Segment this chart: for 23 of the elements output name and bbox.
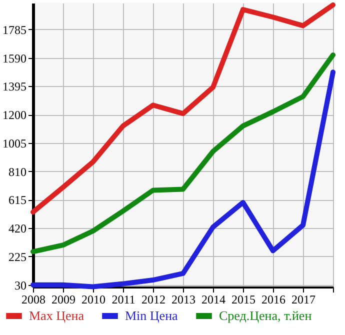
x-tick-label: 2012 xyxy=(142,292,166,306)
x-tick-label: 2014 xyxy=(202,292,226,306)
y-tick-label: 1200 xyxy=(2,108,26,122)
x-tick-label: 2010 xyxy=(82,292,106,306)
x-tick-label: 2016 xyxy=(262,292,286,306)
x-tick-label: 2017 xyxy=(292,292,316,306)
x-tick-label: 2008 xyxy=(22,292,46,306)
y-tick-label: 1005 xyxy=(2,136,26,150)
x-tick-label: 2011 xyxy=(112,292,136,306)
y-tick-label: 1590 xyxy=(2,51,26,66)
y-tick-label: 1785 xyxy=(2,22,26,37)
legend-label: Сред.Цена, т.йен xyxy=(219,308,312,323)
x-tick-label: 2015 xyxy=(232,292,256,306)
y-tick-label: 615 xyxy=(8,193,26,208)
x-tick-label: 2009 xyxy=(52,292,76,306)
legend-label: Max Цена xyxy=(29,308,84,323)
y-tick-label: 30 xyxy=(14,278,26,292)
y-tick-label: 225 xyxy=(8,250,26,264)
legend-label: Min Цена xyxy=(125,308,178,323)
y-tick-label: 420 xyxy=(8,222,26,236)
y-tick-label: 1395 xyxy=(2,80,26,94)
x-tick-label: 2013 xyxy=(172,292,196,306)
y-tick-label: 810 xyxy=(8,164,26,179)
